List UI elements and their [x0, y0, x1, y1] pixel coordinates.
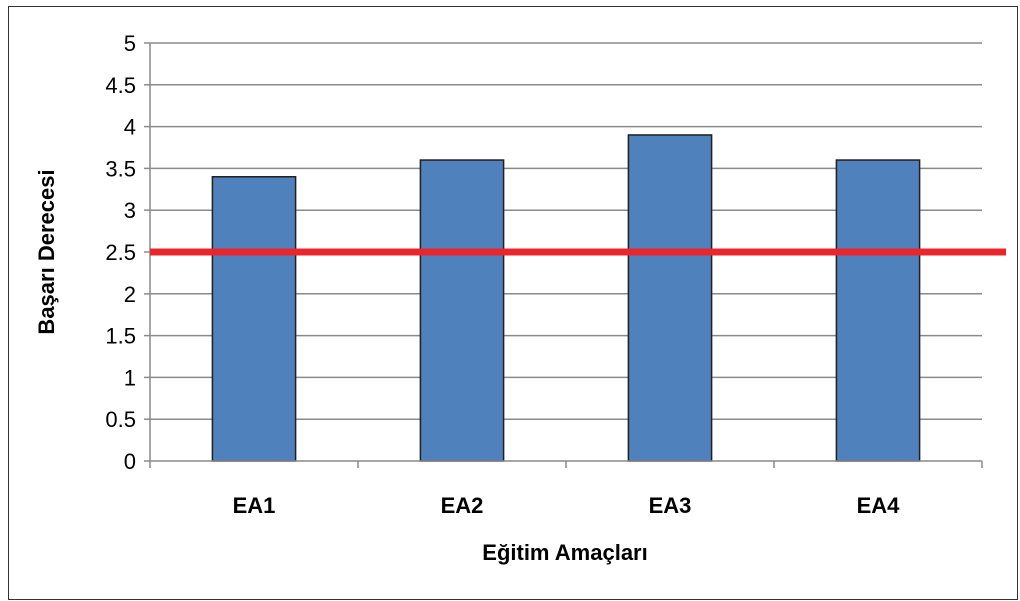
- y-axis-ticks: 0 0.5 1 1.5 2 2.5 3 3.5 4 4.5 5: [105, 31, 151, 474]
- y-tick-label: 0.5: [105, 407, 136, 432]
- x-tick-label: EA4: [857, 493, 901, 518]
- y-tick-label: 4.5: [105, 73, 136, 98]
- y-tick-label: 2: [124, 282, 136, 307]
- y-tick-label: 1.5: [105, 324, 136, 349]
- x-tick-label: EA2: [441, 493, 484, 518]
- y-tick-label: 2.5: [105, 240, 136, 265]
- y-tick-label: 5: [124, 31, 136, 56]
- bar-ea2: [419, 159, 505, 462]
- bar-ea3: [627, 134, 713, 462]
- x-tick-label: EA1: [233, 493, 276, 518]
- bar-ea1: [211, 176, 297, 462]
- bars: [211, 134, 921, 462]
- y-tick-label: 4: [124, 115, 136, 140]
- bar-ea4: [835, 159, 921, 462]
- y-tick-label: 3.5: [105, 156, 136, 181]
- x-axis: EA1 EA2 EA3 EA4: [149, 460, 983, 518]
- x-tick-label: EA3: [649, 493, 692, 518]
- y-tick-label: 1: [124, 365, 136, 390]
- y-tick-label: 0: [124, 449, 136, 474]
- y-axis-title: Başarı Derecesi: [34, 169, 59, 334]
- y-tick-label: 3: [124, 198, 136, 223]
- x-axis-title: Eğitim Amaçları: [482, 540, 647, 565]
